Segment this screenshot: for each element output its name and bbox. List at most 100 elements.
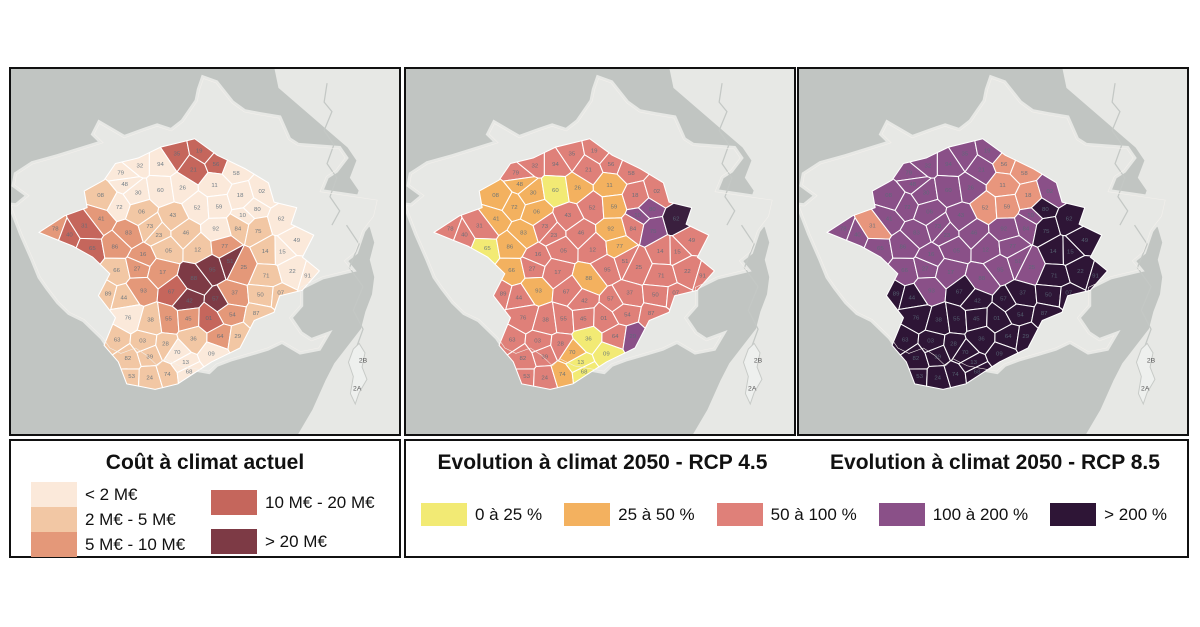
svg-text:23: 23	[156, 233, 163, 239]
svg-text:21: 21	[585, 168, 592, 174]
svg-text:11: 11	[211, 183, 218, 189]
svg-text:44: 44	[120, 296, 127, 302]
svg-text:37: 37	[231, 291, 238, 297]
svg-text:76: 76	[520, 316, 527, 322]
svg-text:38: 38	[935, 318, 942, 324]
svg-text:68: 68	[974, 369, 981, 375]
svg-text:51: 51	[1015, 259, 1022, 265]
svg-text:03: 03	[927, 338, 934, 344]
svg-text:80: 80	[254, 207, 261, 213]
svg-text:44: 44	[515, 296, 522, 302]
svg-text:55: 55	[560, 317, 567, 323]
svg-text:67: 67	[563, 289, 570, 295]
svg-text:39: 39	[541, 355, 548, 361]
svg-text:87: 87	[253, 311, 260, 317]
svg-text:72: 72	[511, 205, 518, 211]
svg-text:13: 13	[970, 360, 977, 366]
svg-text:48: 48	[121, 182, 128, 188]
svg-text:42: 42	[581, 298, 588, 304]
svg-text:83: 83	[125, 231, 132, 237]
svg-text:15: 15	[279, 250, 286, 256]
svg-text:76: 76	[125, 316, 132, 322]
svg-text:62: 62	[1066, 216, 1073, 222]
svg-text:65: 65	[484, 246, 491, 252]
svg-text:84: 84	[630, 226, 637, 232]
svg-text:65: 65	[89, 246, 96, 252]
svg-text:60: 60	[157, 188, 164, 194]
svg-text:91: 91	[1092, 273, 1099, 279]
svg-text:54: 54	[1017, 312, 1024, 318]
svg-text:28: 28	[950, 341, 957, 347]
svg-text:93: 93	[928, 288, 935, 294]
svg-text:12: 12	[589, 247, 596, 253]
svg-text:25: 25	[635, 265, 642, 271]
svg-text:73: 73	[934, 224, 941, 230]
svg-text:52: 52	[982, 206, 989, 212]
svg-text:13: 13	[577, 360, 584, 366]
svg-text:39: 39	[934, 355, 941, 361]
svg-text:68: 68	[581, 369, 588, 375]
svg-text:67: 67	[956, 289, 963, 295]
svg-text:36: 36	[585, 337, 592, 343]
svg-text:26: 26	[574, 186, 581, 192]
svg-text:59: 59	[1004, 205, 1011, 211]
svg-text:14: 14	[657, 249, 664, 255]
svg-text:25: 25	[1028, 265, 1035, 271]
svg-text:08: 08	[885, 193, 892, 199]
svg-text:40: 40	[66, 233, 73, 239]
svg-text:21: 21	[978, 168, 985, 174]
svg-text:41: 41	[886, 217, 893, 223]
svg-text:16: 16	[535, 252, 542, 258]
svg-text:01: 01	[601, 316, 608, 322]
svg-text:75: 75	[1043, 229, 1050, 235]
svg-text:80: 80	[649, 207, 656, 213]
svg-text:09: 09	[603, 351, 610, 357]
svg-text:83: 83	[520, 231, 527, 237]
svg-text:35: 35	[962, 152, 969, 158]
svg-text:46: 46	[971, 231, 978, 237]
svg-text:71: 71	[263, 273, 270, 279]
svg-text:86: 86	[112, 244, 119, 250]
svg-text:22: 22	[684, 269, 691, 275]
svg-text:88: 88	[585, 276, 592, 282]
svg-text:10: 10	[634, 213, 641, 219]
svg-text:02: 02	[653, 189, 660, 195]
svg-text:06: 06	[926, 210, 933, 216]
svg-text:31: 31	[869, 223, 876, 229]
svg-text:67: 67	[168, 289, 175, 295]
svg-text:91: 91	[699, 273, 706, 279]
svg-text:2B: 2B	[1147, 357, 1156, 364]
svg-text:03: 03	[534, 338, 541, 344]
svg-text:73: 73	[146, 224, 153, 230]
svg-text:11: 11	[606, 183, 613, 189]
svg-text:43: 43	[957, 213, 964, 219]
svg-text:89: 89	[893, 292, 900, 298]
svg-text:44: 44	[908, 296, 915, 302]
svg-text:29: 29	[234, 334, 241, 340]
svg-text:64: 64	[217, 334, 224, 340]
svg-text:82: 82	[125, 356, 132, 362]
svg-text:35: 35	[174, 152, 181, 158]
svg-text:65: 65	[877, 246, 884, 252]
svg-text:89: 89	[500, 292, 507, 298]
svg-text:30: 30	[135, 190, 142, 196]
svg-text:62: 62	[673, 216, 680, 222]
svg-text:46: 46	[578, 231, 585, 237]
svg-text:57: 57	[212, 297, 219, 303]
svg-text:42: 42	[186, 298, 193, 304]
svg-text:79: 79	[512, 171, 519, 177]
svg-text:06: 06	[138, 210, 145, 216]
svg-text:75: 75	[650, 229, 657, 235]
svg-text:41: 41	[493, 217, 500, 223]
svg-text:29: 29	[1022, 334, 1029, 340]
svg-text:94: 94	[552, 162, 559, 168]
svg-text:45: 45	[973, 317, 980, 323]
svg-text:32: 32	[532, 164, 539, 170]
svg-text:32: 32	[137, 164, 144, 170]
svg-text:64: 64	[612, 334, 619, 340]
svg-text:19: 19	[196, 149, 203, 155]
svg-text:50: 50	[652, 293, 659, 299]
svg-text:32: 32	[925, 164, 932, 170]
svg-text:55: 55	[953, 317, 960, 323]
svg-text:49: 49	[293, 238, 300, 244]
